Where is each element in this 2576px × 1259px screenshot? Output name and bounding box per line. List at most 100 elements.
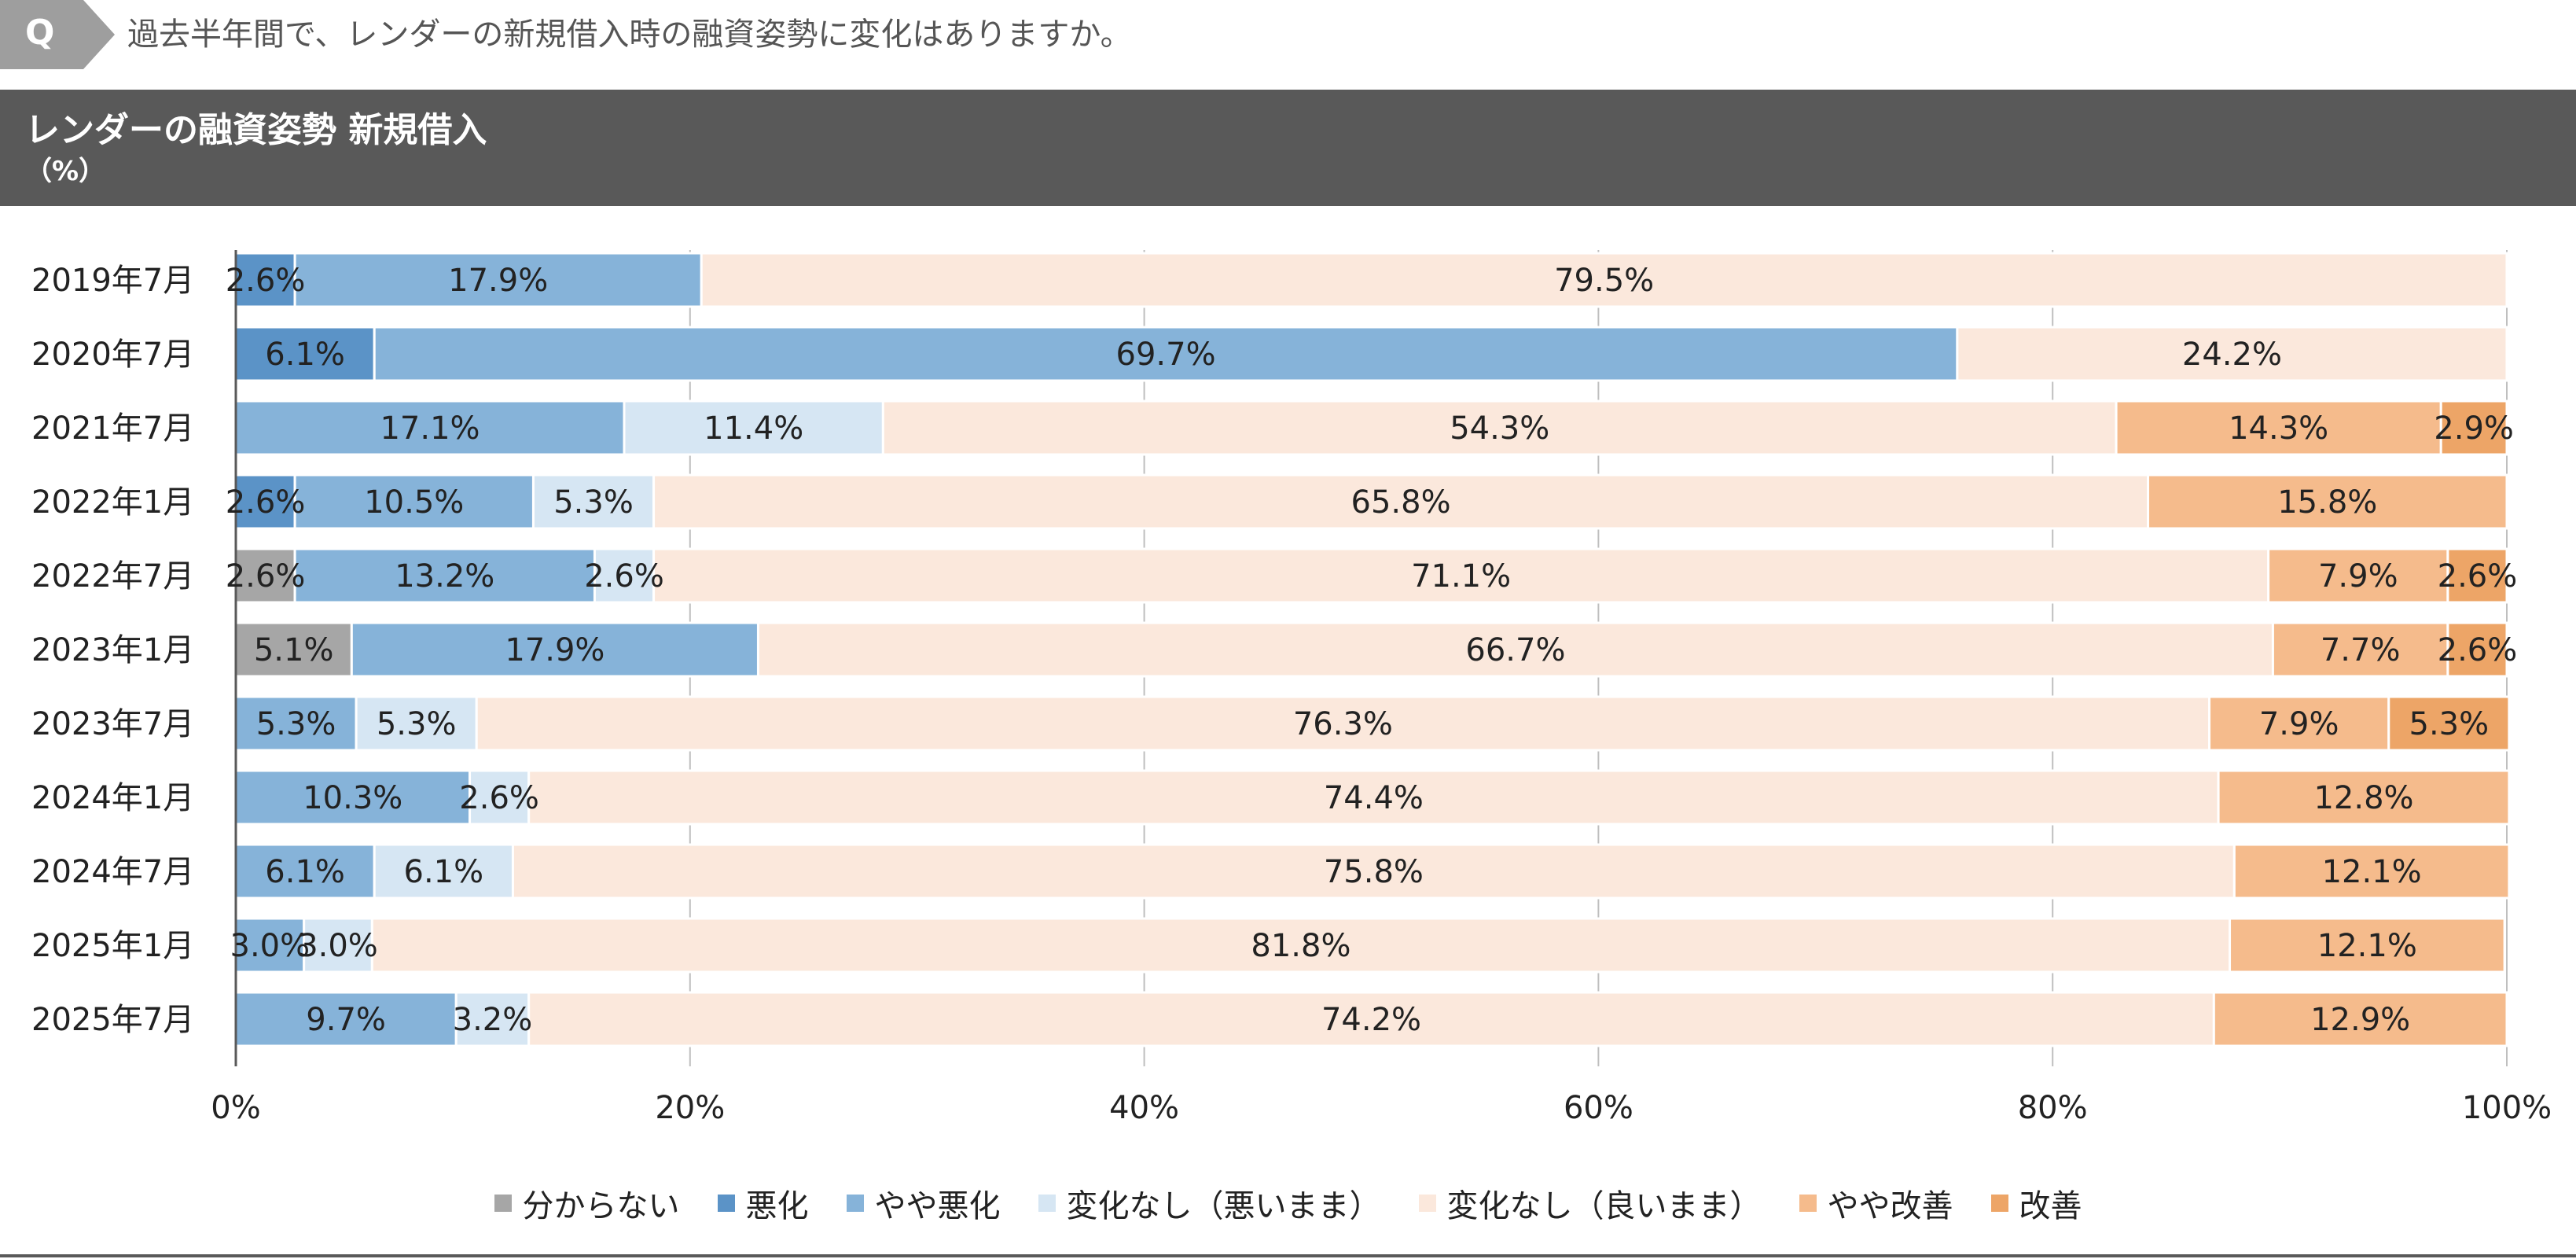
bar-segment	[2439, 399, 2508, 456]
legend-label: やや悪化	[874, 1188, 1001, 1224]
data-label: 74.2%	[1321, 1002, 1421, 1038]
bar-segment	[2267, 547, 2449, 604]
bar-segment	[511, 843, 2236, 900]
data-label: 12.1%	[2317, 928, 2417, 964]
bar-segment	[2212, 991, 2508, 1047]
y-category-label: 2022年1月	[31, 484, 194, 521]
bottom-rule	[0, 1254, 2576, 1257]
legend-swatch	[846, 1195, 864, 1212]
bar-segment	[623, 399, 884, 456]
data-label: 9.7%	[306, 1002, 386, 1038]
bar-segment	[2217, 769, 2511, 826]
x-tick-label: 20%	[655, 1090, 725, 1126]
y-category-label: 2019年7月	[31, 263, 194, 299]
data-label: 5.1%	[254, 632, 334, 668]
data-label: 2.6%	[584, 558, 664, 595]
bar-segment	[2446, 621, 2508, 678]
legend-swatch	[1799, 1195, 1817, 1212]
bar-segment	[2147, 473, 2508, 530]
data-label: 13.2%	[395, 558, 494, 595]
legend-item: やや悪化	[846, 1180, 1001, 1226]
data-label: 12.9%	[2310, 1002, 2410, 1038]
data-label: 2.9%	[2434, 410, 2514, 447]
x-tick-label: 60%	[1564, 1090, 1633, 1126]
data-label: 7.9%	[2259, 706, 2339, 742]
legend-item: 分からない	[494, 1180, 680, 1226]
data-label: 2.6%	[2438, 558, 2518, 595]
legend-label: 悪化	[745, 1188, 809, 1224]
bar-segment	[293, 473, 535, 530]
bar-segment	[293, 547, 596, 604]
bar-segment	[756, 621, 2274, 678]
data-label: 5.3%	[2409, 706, 2490, 742]
y-category-label: 2020年7月	[31, 337, 194, 373]
bar-segment	[303, 917, 373, 974]
data-label: 6.1%	[265, 854, 345, 890]
data-label: 17.9%	[505, 632, 604, 668]
data-label: 7.7%	[2321, 632, 2401, 668]
legend-item: 改善	[1990, 1180, 2082, 1226]
data-label: 74.4%	[1324, 780, 1424, 816]
data-label: 2.6%	[226, 558, 306, 595]
bar-segment	[469, 769, 531, 826]
data-label: 65.8%	[1351, 484, 1451, 521]
legend-label: 変化なし（悪いまま）	[1066, 1188, 1381, 1224]
data-label: 11.4%	[704, 410, 803, 447]
y-category-label: 2021年7月	[31, 410, 194, 447]
data-label: 2.6%	[2438, 632, 2518, 668]
data-label: 79.5%	[1554, 263, 1654, 299]
bar-segment	[1956, 326, 2508, 382]
bar-segment	[2115, 399, 2442, 456]
bar-segment	[370, 917, 2232, 974]
x-tick-label: 40%	[1109, 1090, 1179, 1126]
bar-segment	[2232, 843, 2511, 900]
bar-segment	[652, 473, 2150, 530]
bar-segment	[2271, 621, 2449, 678]
data-label: 12.1%	[2322, 854, 2422, 890]
data-label: 3.2%	[453, 1002, 533, 1038]
data-label: 75.8%	[1324, 854, 1424, 890]
y-category-label: 2025年1月	[31, 928, 194, 964]
legend-swatch	[1418, 1195, 1436, 1212]
legend-swatch	[717, 1195, 735, 1212]
y-category-label: 2023年7月	[31, 706, 194, 742]
data-label: 6.1%	[404, 854, 484, 890]
bar-segment	[234, 473, 296, 530]
bar-segment	[234, 326, 376, 382]
chart-legend: 分からない 悪化 やや悪化 変化なし（悪いまま） 変化なし（良いまま） やや改善 改善	[0, 1180, 2576, 1227]
data-label: 66.7%	[1465, 632, 1565, 668]
labels-layer: 2.6% 17.9% 79.5% 6.1% 69.7% 24.2% 17.1% 11.4% 54…	[226, 263, 2518, 1038]
data-label: 2.6%	[226, 484, 306, 521]
bars-layer	[234, 252, 2511, 1047]
legend-label: 変化なし（良いまま）	[1446, 1188, 1762, 1224]
legend-label: やや改善	[1827, 1188, 1953, 1224]
data-label: 14.3%	[2229, 410, 2328, 447]
legend-item: 変化なし（悪いまま）	[1038, 1180, 1381, 1226]
x-tick-label: 100%	[2462, 1090, 2552, 1126]
question-badge-label: Q	[25, 13, 55, 53]
data-label: 5.3%	[256, 706, 336, 742]
data-label: 12.8%	[2313, 780, 2413, 816]
legend-swatch	[1038, 1195, 1056, 1212]
bar-segment	[2387, 695, 2511, 752]
legend-label: 改善	[2019, 1188, 2082, 1224]
chart-unit: （%）	[25, 156, 106, 187]
bar-segment	[2229, 917, 2506, 974]
legend-label: 分からない	[522, 1188, 680, 1224]
legend-item: 変化なし（良いまま）	[1418, 1180, 1762, 1226]
bar-segment	[700, 252, 2508, 308]
y-category-label: 2024年7月	[31, 854, 194, 890]
bar-segment	[454, 991, 531, 1047]
data-label: 3.0%	[298, 928, 378, 964]
data-label: 3.0%	[230, 928, 311, 964]
bar-segment	[2446, 547, 2508, 604]
data-label: 24.2%	[2182, 337, 2282, 373]
bar-segment	[373, 326, 1959, 382]
data-label: 2.6%	[226, 263, 306, 299]
chart-title: レンダーの融資姿勢 新規借入	[25, 110, 487, 150]
data-label: 2.6%	[459, 780, 539, 816]
bar-segment	[234, 621, 353, 678]
bar-segment	[373, 843, 514, 900]
